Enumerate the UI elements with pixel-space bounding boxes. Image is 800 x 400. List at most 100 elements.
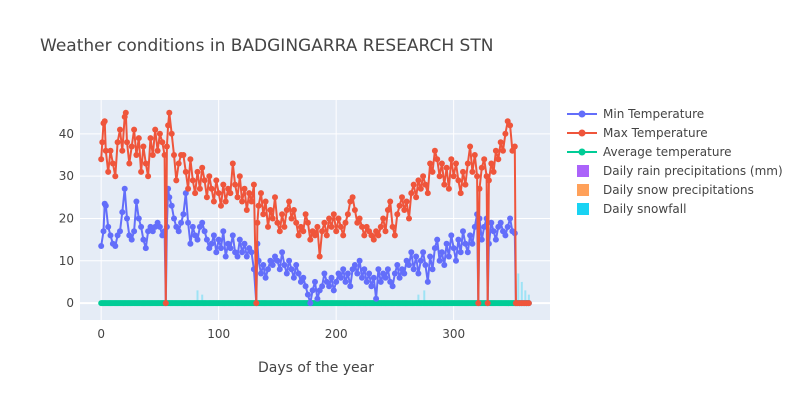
min-temperature-point xyxy=(203,236,210,243)
legend-label: Daily snow precipitations xyxy=(603,183,754,197)
x-tick-label: 0 xyxy=(97,327,105,341)
min-temperature-point xyxy=(281,262,288,268)
max-temperature-point xyxy=(194,168,201,175)
min-temperature-point xyxy=(112,243,119,249)
max-temperature-point xyxy=(218,202,224,209)
snowfall-bar xyxy=(524,290,527,304)
min-temperature-point xyxy=(208,240,215,247)
max-temperature-point xyxy=(351,207,358,213)
min-temperature-point xyxy=(361,266,368,273)
min-temperature-point xyxy=(189,223,196,230)
min-temperature-point xyxy=(363,278,370,285)
max-temperature-point xyxy=(131,126,138,133)
max-temperature-point xyxy=(453,160,459,167)
min-temperature-point xyxy=(213,249,220,256)
min-temperature-point xyxy=(239,249,246,256)
max-temperature-point xyxy=(208,185,215,192)
max-temperature-point xyxy=(260,211,267,218)
max-temperature-point xyxy=(165,122,172,129)
legend-item[interactable]: Daily snow precipitations xyxy=(577,183,754,197)
legend-item[interactable]: Average temperature xyxy=(567,145,732,159)
max-temperature-point xyxy=(222,198,229,205)
max-temperature-point xyxy=(413,194,420,201)
min-temperature-point xyxy=(98,243,105,249)
min-temperature-point xyxy=(406,262,412,268)
max-temperature-point xyxy=(502,130,509,137)
min-temperature-point xyxy=(124,215,130,222)
legend-swatch xyxy=(577,165,589,177)
max-temperature-point xyxy=(370,236,377,243)
max-temperature-point xyxy=(422,181,429,188)
min-temperature-point xyxy=(356,257,363,264)
min-temperature-point xyxy=(443,240,450,247)
max-temperature-point xyxy=(265,223,271,230)
legend-marker xyxy=(578,148,586,156)
min-temperature-point xyxy=(293,262,300,268)
max-temperature-point xyxy=(203,194,210,201)
min-temperature-point xyxy=(260,262,267,268)
min-temperature-point xyxy=(276,266,283,273)
min-temperature-point xyxy=(462,240,469,247)
min-temperature-point xyxy=(467,232,474,239)
max-temperature-point xyxy=(436,173,443,180)
max-temperature-point xyxy=(337,223,344,230)
min-temperature-point xyxy=(457,249,464,256)
min-temperature-point xyxy=(210,232,217,239)
legend-item[interactable]: Min Temperature xyxy=(567,107,704,121)
min-temperature-point xyxy=(490,228,497,235)
min-temperature-point xyxy=(396,274,403,281)
min-temperature-point xyxy=(290,274,297,281)
min-temperature-point xyxy=(140,236,147,243)
min-temperature-point xyxy=(326,283,333,290)
min-temperature-point xyxy=(389,283,396,290)
min-temperature-point xyxy=(258,270,264,277)
min-temperature-point xyxy=(434,236,441,243)
min-temperature-point xyxy=(300,274,307,281)
max-temperature-point xyxy=(394,211,401,218)
min-temperature-point xyxy=(234,253,241,260)
min-temperature-point xyxy=(417,257,424,264)
max-temperature-point xyxy=(429,168,436,175)
min-temperature-point xyxy=(427,253,434,260)
min-temperature-point xyxy=(185,219,192,226)
legend-item[interactable]: Daily snowfall xyxy=(577,202,686,216)
min-temperature-point xyxy=(450,245,457,252)
max-temperature-point xyxy=(243,207,250,213)
min-temperature-point xyxy=(319,283,326,290)
legend-item[interactable]: Max Temperature xyxy=(567,126,708,140)
min-temperature-point xyxy=(201,228,208,235)
min-temperature-point xyxy=(429,266,436,273)
min-temperature-point xyxy=(194,236,201,243)
min-temperature-point xyxy=(481,223,488,230)
legend[interactable]: Min Temperature Max Temperature Average te… xyxy=(567,107,783,216)
min-temperature-point xyxy=(168,202,175,209)
min-temperature-point xyxy=(178,219,185,226)
max-temperature-point xyxy=(356,215,363,222)
legend-item[interactable]: Daily rain precipitations (mm) xyxy=(577,164,783,178)
min-temperature-point xyxy=(401,270,408,277)
max-temperature-point xyxy=(457,190,464,197)
max-temperature-point xyxy=(410,181,417,188)
max-temperature-point xyxy=(250,181,257,188)
min-temperature-point xyxy=(370,274,377,281)
y-tick-label: 0 xyxy=(66,296,74,310)
max-temperature-point xyxy=(293,219,300,226)
min-temperature-point xyxy=(117,228,123,235)
max-temperature-point xyxy=(272,194,278,201)
max-temperature-point xyxy=(114,139,121,146)
max-temperature-point xyxy=(98,156,105,163)
max-temperature-point xyxy=(119,147,126,154)
max-temperature-point xyxy=(478,164,485,171)
max-temperature-point xyxy=(401,207,408,213)
min-temperature-point xyxy=(420,249,427,256)
min-temperature-point xyxy=(119,209,126,216)
min-temperature-point xyxy=(373,295,380,302)
y-tick-label: 40 xyxy=(59,127,74,141)
min-temperature-point xyxy=(236,236,243,243)
max-temperature-point xyxy=(312,232,318,239)
max-temperature-point xyxy=(274,219,281,226)
max-temperature-point xyxy=(417,185,424,192)
min-temperature-point xyxy=(354,270,361,277)
max-temperature-point xyxy=(142,160,149,167)
max-temperature-point xyxy=(163,143,170,150)
